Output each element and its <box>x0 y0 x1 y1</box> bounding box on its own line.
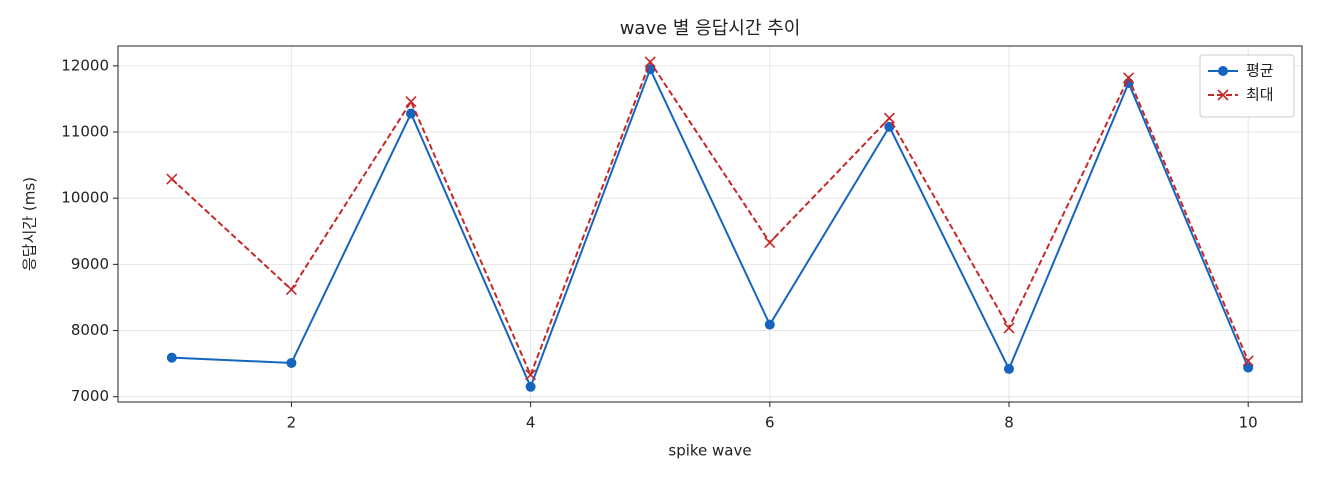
y-tick-label: 11000 <box>61 123 109 141</box>
x-tick-label: 8 <box>1004 414 1014 432</box>
marker <box>525 369 537 381</box>
y-tick-label: 10000 <box>61 189 109 207</box>
marker <box>525 381 536 392</box>
marker <box>1123 72 1135 84</box>
marker <box>166 352 177 363</box>
chart-title: wave 별 응답시간 추이 <box>620 18 801 39</box>
legend-label: 최대 <box>1246 86 1274 104</box>
series-line <box>171 59 1250 378</box>
marker <box>406 108 417 119</box>
marker <box>764 319 775 330</box>
x-tick-label: 6 <box>765 414 775 432</box>
marker <box>1003 363 1014 374</box>
marker <box>1242 355 1254 367</box>
legend-label: 평균 <box>1246 62 1274 80</box>
legend-marker <box>1218 66 1228 76</box>
legend-marker <box>1217 89 1229 101</box>
marker <box>285 283 297 296</box>
marker <box>764 236 776 249</box>
y-tick-label: 9000 <box>71 255 109 273</box>
marker <box>1003 322 1015 334</box>
x-tick-label: 2 <box>287 414 297 432</box>
marker <box>166 173 178 185</box>
x-tick-label: 10 <box>1239 414 1258 432</box>
x-axis-label: spike wave <box>668 442 751 460</box>
y-tick-label: 7000 <box>71 387 109 405</box>
marker <box>405 96 417 108</box>
series-line <box>171 66 1250 390</box>
marker <box>644 56 656 68</box>
y-axis-label: 응답시간 (ms) <box>21 177 39 271</box>
y-tick-label: 8000 <box>71 321 109 339</box>
x-tick-label: 4 <box>526 414 536 432</box>
marker <box>883 112 895 124</box>
marker <box>286 357 297 368</box>
plot-frame <box>117 45 1303 403</box>
marker <box>1243 362 1254 373</box>
y-tick-label: 12000 <box>61 56 109 74</box>
